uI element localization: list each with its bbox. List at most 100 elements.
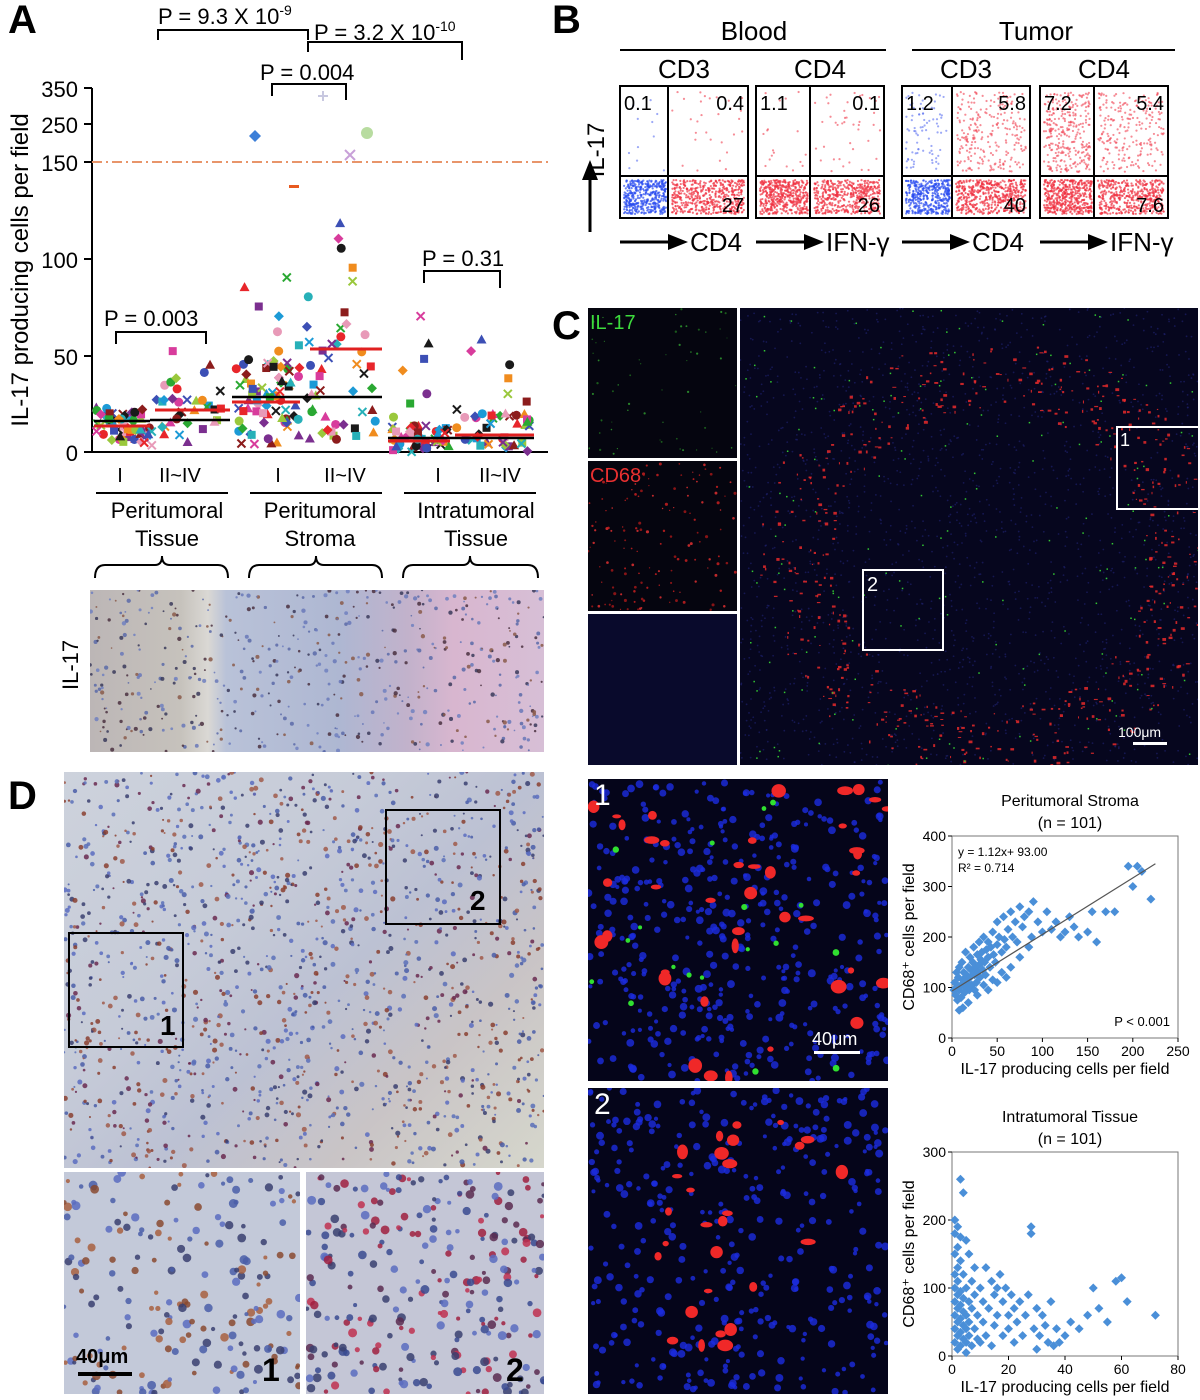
strip-point [234, 416, 244, 426]
scatter-point [1037, 927, 1047, 937]
strip-point [293, 414, 303, 424]
strip-point [294, 362, 305, 373]
scatter-point [952, 995, 962, 1005]
strip-point [483, 439, 494, 449]
flow-quadrant-ur: 5.4 [1136, 93, 1164, 115]
strip-point [284, 366, 295, 376]
strip-point [391, 441, 402, 451]
pvalue-1: P = 9.3 X 10-9 [158, 2, 292, 29]
scatter-xtick: 20 [1001, 1361, 1017, 1377]
strip-point [340, 308, 349, 317]
scatter-point [955, 1232, 965, 1242]
scatter-point [961, 1348, 971, 1358]
scatter-point [1088, 1283, 1098, 1293]
scatter-pvalue: P < 0.001 [1114, 1014, 1170, 1029]
strip-point [182, 395, 192, 405]
scatter-point [981, 1331, 991, 1341]
strip-point [91, 426, 102, 437]
scatter-xlabel: IL-17 producing cells per field [960, 1061, 1169, 1078]
scatter-point [987, 1276, 997, 1286]
scatter-point [961, 1283, 971, 1293]
strip-point [357, 407, 368, 417]
strip-point [335, 218, 346, 228]
strip-point [171, 373, 182, 384]
strip-point [307, 404, 318, 414]
scatter-point [1101, 907, 1111, 917]
scatter-point [1074, 1324, 1084, 1334]
scatter-point [953, 1331, 963, 1341]
flow-plot-title: CD4 [794, 54, 846, 84]
merge-roi-label-2: 2 [867, 574, 879, 596]
scatter-point [953, 1222, 963, 1232]
scatter-xtick: 200 [1121, 1043, 1145, 1059]
scatter-subtitle: (n = 101) [1038, 815, 1102, 832]
strip-point [236, 438, 247, 449]
strip-point [199, 367, 209, 377]
strip-point [98, 429, 108, 439]
strip-point [423, 338, 434, 348]
flow-quadrant-ur: 0.1 [852, 93, 880, 115]
strip-point [262, 364, 271, 373]
scatter-point [950, 1297, 960, 1307]
scatter-point [953, 1344, 963, 1354]
scatter-point [953, 972, 963, 982]
strip-point [331, 419, 341, 429]
scatter-point [1003, 924, 1013, 934]
strip-point [285, 377, 296, 387]
zoom-image-1: 1 40μm [588, 779, 888, 1081]
panel-a-yticks: 0 50 100 150 250 350 [41, 77, 92, 466]
zoom-label-2: 2 [594, 1088, 611, 1121]
strip-point [106, 435, 117, 446]
scatter-point [1027, 932, 1037, 942]
strip-point [415, 311, 426, 321]
strip-point [277, 412, 288, 422]
strip-point [304, 337, 314, 347]
scatter-point [961, 1235, 971, 1245]
scatter-point [1083, 1310, 1093, 1320]
strip-point [411, 441, 421, 451]
scatter-point [998, 1331, 1008, 1341]
ihc-zoom-scalebar-label: 40μm [76, 1346, 129, 1368]
flow-quadrant-lr: 7.6 [1136, 195, 1164, 217]
strip-point [168, 347, 177, 356]
scatter-ytick: 200 [923, 929, 947, 945]
strip-point [304, 433, 315, 443]
scatter-point [950, 1324, 960, 1334]
scatter-point [979, 980, 989, 990]
fluor-merge-image: 1 2 100μm [740, 308, 1198, 765]
strip-point [309, 380, 318, 389]
strip-point [306, 360, 316, 370]
strip-point [237, 423, 248, 434]
strip-point [522, 446, 533, 457]
fluor-dapi-channel [588, 614, 737, 765]
scatter-point [1024, 907, 1034, 917]
pvalue-4: P = 0.003 [104, 306, 198, 331]
scatter-point [955, 1174, 965, 1184]
strip-point [352, 359, 362, 369]
scatter-point [1026, 1229, 1036, 1239]
scatter-point [1128, 882, 1138, 891]
scatter-point [954, 962, 964, 972]
scatter-point [955, 1314, 965, 1324]
strip-point [280, 405, 291, 415]
scatter-point [983, 952, 993, 962]
scatter-point [978, 965, 988, 975]
strip-point [274, 346, 284, 356]
scatter-point [1009, 1337, 1019, 1347]
scatter-point [1069, 922, 1079, 932]
strip-point [498, 437, 508, 448]
strip-point [248, 390, 257, 399]
strip-point [124, 425, 133, 434]
strip-point [275, 361, 286, 372]
strip-point [329, 431, 338, 440]
scatter-equation: y = 1.12x+ 93.00 [958, 845, 1048, 859]
roi-label-2: 2 [470, 885, 486, 916]
scatter-point [1046, 1297, 1056, 1307]
strip-point [119, 437, 128, 446]
scatter-point [992, 940, 1002, 950]
strip-point [503, 389, 513, 399]
zoom-image-2: 2 [588, 1088, 888, 1394]
zoom-label-1: 1 [594, 779, 611, 812]
group-name-pt-1: Peritumoral [111, 498, 223, 523]
scatter-xtick: 250 [1166, 1043, 1190, 1059]
